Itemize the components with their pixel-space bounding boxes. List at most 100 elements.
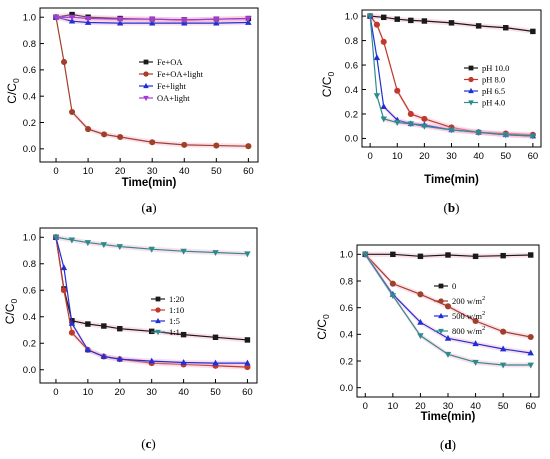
y-tick-label: 0.6 xyxy=(345,60,358,71)
data-point xyxy=(528,252,534,258)
series-2 xyxy=(362,251,534,341)
y-tick-label: 0.8 xyxy=(23,39,36,50)
data-point xyxy=(373,93,381,100)
series-error-band xyxy=(370,13,533,139)
legend-entry: 1:1 xyxy=(169,327,180,337)
x-tick-label: 0 xyxy=(367,151,372,162)
series-4 xyxy=(362,251,534,369)
data-point xyxy=(117,133,124,141)
legend-marker xyxy=(143,95,149,102)
data-point xyxy=(499,345,507,352)
series-line xyxy=(369,15,533,136)
legend-entry: 1:5 xyxy=(169,316,180,326)
plot-frame xyxy=(39,227,258,384)
legend-marker xyxy=(468,87,474,94)
x-tick-label: 50 xyxy=(500,151,511,162)
data-point xyxy=(472,253,479,260)
y-tick-label: 0.6 xyxy=(23,65,36,76)
data-point xyxy=(116,355,123,362)
x-tick-label: 20 xyxy=(115,166,126,177)
y-tick-label: 0.2 xyxy=(23,118,36,129)
legend-marker xyxy=(438,298,444,304)
legend-marker xyxy=(155,317,161,324)
x-tick-label: 60 xyxy=(242,387,253,398)
series-error-band xyxy=(365,251,531,340)
legend-marker xyxy=(155,296,161,302)
data-point xyxy=(245,16,252,23)
series-1 xyxy=(367,13,536,35)
data-point xyxy=(68,329,75,336)
plot-frame xyxy=(356,244,540,398)
legend-marker xyxy=(438,328,444,335)
data-point xyxy=(60,264,68,271)
x-tick-label: 20 xyxy=(114,387,125,398)
data-point xyxy=(68,319,76,326)
series-3 xyxy=(362,250,534,356)
legend-entry: pH 6.5 xyxy=(482,86,505,96)
y-tick-label: 0.0 xyxy=(23,144,36,155)
legend: 0 200 w/m2 500 w/m2 800 w/m2 xyxy=(434,281,485,336)
data-point xyxy=(148,357,155,364)
x-tick-label: 10 xyxy=(388,401,399,412)
data-point xyxy=(85,126,92,133)
data-point xyxy=(52,234,60,241)
data-point xyxy=(389,280,396,287)
data-point xyxy=(472,340,479,347)
data-point xyxy=(61,58,68,66)
legend: Fe+OA Fe+OA+light Fe+light OA+light xyxy=(139,57,204,103)
data-point xyxy=(472,317,479,325)
data-point xyxy=(527,349,534,356)
data-point xyxy=(390,251,396,258)
x-tick-label: 10 xyxy=(392,151,403,162)
data-point xyxy=(417,318,424,325)
legend-entry: Fe+OA xyxy=(157,57,183,67)
y-tick-label: 0.4 xyxy=(23,312,36,323)
series-line xyxy=(56,16,249,21)
legend-entry: pH 8.0 xyxy=(482,75,505,85)
legend-entry: 200 w/m2 xyxy=(452,295,485,306)
y-tick-label: 1.0 xyxy=(345,11,358,22)
legend-entry: pH 10.0 xyxy=(482,63,509,73)
data-point xyxy=(116,244,123,251)
data-point xyxy=(84,16,92,23)
panel-b: 0 10 20 30 40 50 60 0.0 0.2 0.4 0.6 0.8 1.0 Time(min)… xyxy=(320,9,542,215)
series-error-band xyxy=(55,234,248,257)
panel-label: (d) xyxy=(440,437,456,452)
data-point xyxy=(180,358,187,365)
data-point xyxy=(417,253,424,260)
data-point xyxy=(408,17,414,24)
legend-marker xyxy=(155,307,161,313)
data-point xyxy=(373,54,381,61)
y-tick-label: 0.8 xyxy=(340,276,353,287)
legend-marker xyxy=(143,82,149,89)
x-tick-label: 30 xyxy=(146,387,157,398)
data-point xyxy=(421,18,428,24)
legend-entry: OA+light xyxy=(157,93,190,103)
y-tick-label: 0.4 xyxy=(340,330,353,341)
data-point xyxy=(527,362,534,369)
data-point xyxy=(212,250,219,257)
series-error-band xyxy=(56,14,249,149)
panel-label: (c) xyxy=(141,436,155,451)
data-point xyxy=(244,364,251,371)
x-tick-label: 20 xyxy=(415,401,426,412)
data-point xyxy=(181,17,188,24)
data-point xyxy=(407,121,415,128)
legend-entry: 800 w/m2 xyxy=(452,325,485,336)
y-axis-label: C/C0 xyxy=(3,299,19,325)
series-line xyxy=(55,17,249,147)
x-tick-label: 30 xyxy=(443,401,454,412)
data-point xyxy=(244,359,251,366)
data-point xyxy=(117,325,123,332)
x-tick-label: 10 xyxy=(83,387,94,398)
series-line xyxy=(369,16,533,137)
data-point xyxy=(180,331,187,338)
data-point xyxy=(85,321,91,327)
legend-entry: pH 4.0 xyxy=(482,98,505,108)
x-tick-label: 60 xyxy=(525,401,536,412)
data-point xyxy=(500,328,507,335)
x-tick-label: 40 xyxy=(178,387,189,398)
y-tick-label: 0.0 xyxy=(345,134,358,145)
y-tick-label: 0.2 xyxy=(345,109,358,120)
series-1 xyxy=(362,251,534,260)
